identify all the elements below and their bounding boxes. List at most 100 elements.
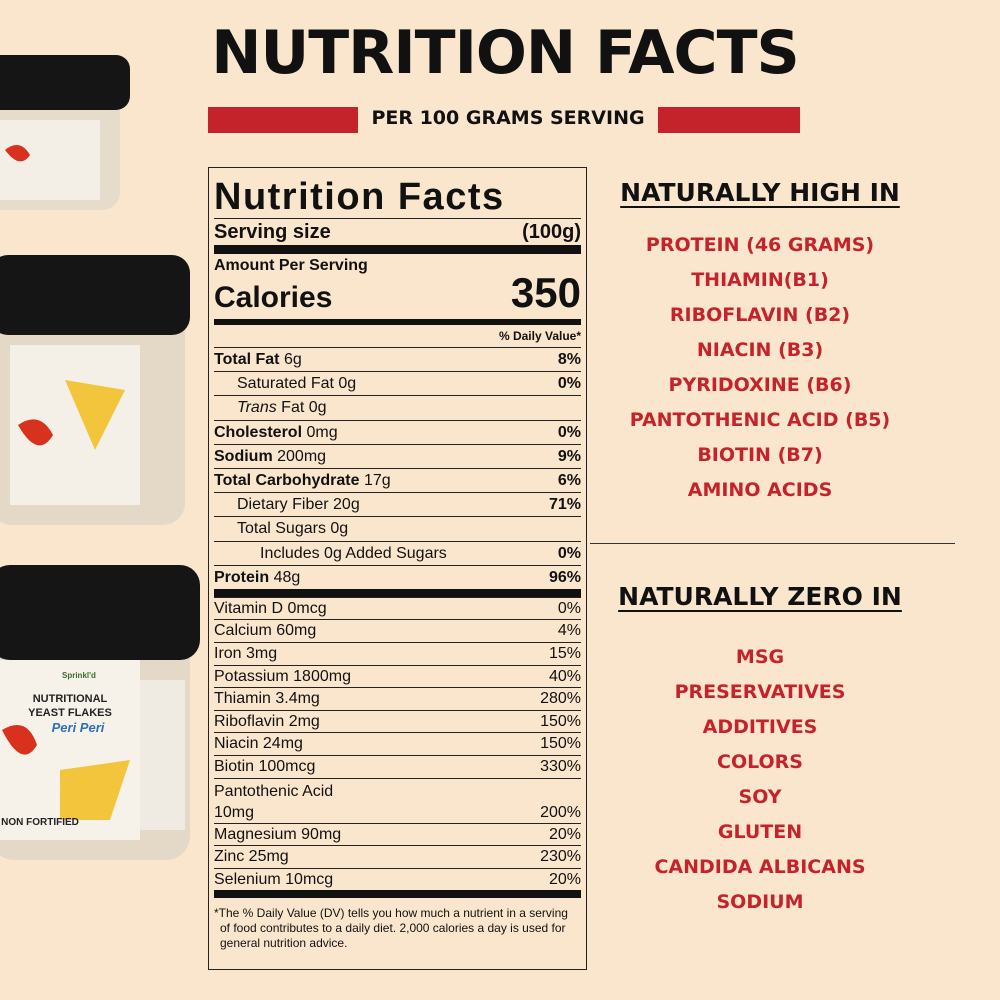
vitamin-left: Iron 3mg: [214, 643, 277, 665]
nutrient-amount: 0g: [330, 520, 349, 538]
vitamin-left: Magnesium 90mg: [214, 824, 341, 846]
nutrient-amount: 0mg: [306, 423, 338, 441]
divider: [590, 543, 955, 544]
vitamin-row: Niacin 24mg 150%: [214, 732, 581, 755]
jar-1: [0, 55, 130, 210]
nutrient-row: Protein 48g 96%: [214, 564, 581, 589]
zero-item: PRESERVATIVES: [674, 681, 846, 703]
high-item: NIACIN (B3): [696, 339, 824, 361]
nutrient-row: Total Carbohydrate 17g 6%: [214, 467, 581, 492]
vitamin-row: Calcium 60mg 4%: [214, 619, 581, 642]
vitamin-name: Thiamin 3.4mg: [214, 690, 320, 708]
vitamin-row: Biotin 100mcg 330%: [214, 755, 581, 778]
vitamin-name: Vitamin D 0mcg: [214, 599, 327, 617]
nutrient-name: Saturated Fat: [237, 375, 334, 393]
vitamin-dv: 4%: [557, 622, 581, 640]
nutrient-row: Includes 0g Added Sugars 0%: [214, 540, 581, 565]
zero-item: MSG: [735, 646, 785, 668]
vitamin-dv: 150%: [540, 735, 581, 753]
high-item: RIBOFLAVIN (B2): [669, 304, 851, 326]
thick-rule: [214, 890, 581, 899]
vitamin-dv: 150%: [540, 712, 581, 730]
nutrient-name: Total Fat: [214, 351, 280, 368]
vitamin-dv: 230%: [540, 848, 581, 866]
jar-line: NUTRITIONAL: [33, 693, 108, 705]
vitamin-left: Calcium 60mg: [214, 620, 316, 642]
vitamin-name: Calcium 60mg: [214, 622, 317, 640]
nutrient-italic: Trans: [237, 399, 277, 417]
nutrient-left: Cholesterol 0mg: [214, 421, 338, 444]
vitamin-name: Potassium 1800mg: [214, 667, 351, 685]
jar-flavor: Peri Peri: [52, 720, 105, 735]
serving-label: Serving size: [214, 221, 331, 243]
nutrient-row: Total Sugars 0g: [214, 516, 581, 540]
page-title: NUTRITION FACTS: [211, 18, 799, 88]
vitamin-left: Vitamin D 0mcg: [214, 598, 327, 620]
vitamin-row: Potassium 1800mg 40%: [214, 664, 581, 688]
serving-row: Serving size (100g): [214, 218, 581, 254]
nutrient-row: Sodium 200mg 9%: [214, 443, 581, 468]
nutrient-dv: 6%: [557, 471, 581, 489]
jar-3: Sprinkl'd NUTRITIONAL YEAST FLAKES Peri …: [0, 565, 200, 860]
red-bar: [208, 107, 358, 133]
vitamin-left: Selenium 10mcg: [214, 869, 333, 891]
nutrient-rows: Total Fat 6g 8% Saturated Fat 0g 0% Trans Fa…: [214, 347, 581, 589]
calories-row: Calories 350: [214, 269, 581, 325]
jar-line: YEAST FLAKES: [28, 707, 112, 719]
nutrient-left: Total Sugars 0g: [237, 517, 348, 540]
vitamin-left: Riboflavin 2mg: [214, 711, 320, 733]
vitamin-name: Selenium 10mcg: [214, 870, 334, 888]
high-heading: NATURALLY HIGH IN: [620, 178, 900, 207]
vitamin-row: Riboflavin 2mg 150%: [214, 709, 581, 733]
vitamin-row: Magnesium 90mg 20%: [214, 822, 581, 846]
vitamin-dv: 40%: [548, 667, 581, 685]
nutrient-amount: 200mg: [277, 447, 327, 465]
vitamin-dv: 0%: [557, 599, 581, 617]
nutrient-dv: 9%: [557, 447, 581, 465]
high-item: BIOTIN (B7): [697, 444, 823, 466]
vitamin-name: Pantothenic Acid: [214, 782, 334, 800]
calories-value: 350: [510, 269, 581, 316]
vitamin-dv: 20%: [548, 825, 581, 843]
zero-item: GLUTEN: [717, 821, 803, 843]
high-item: AMINO ACIDS: [687, 479, 833, 501]
vitamin-left: Niacin 24mg: [214, 733, 303, 755]
vitamin-row: Pantothenic Acid 10mg 200%: [214, 777, 581, 823]
nutrient-name: Sodium: [214, 447, 273, 465]
nutrient-name: Fat: [281, 399, 305, 417]
vitamin-name: 10mg: [214, 803, 255, 821]
nutrient-dv: 0%: [557, 423, 581, 441]
high-item: PROTEIN (46 GRAMS): [645, 234, 875, 256]
nutrient-row: Saturated Fat 0g 0%: [214, 371, 581, 395]
vitamin-name: Zinc 25mg: [214, 848, 289, 866]
vitamin-rows: Vitamin D 0mcg 0% Calcium 60mg 4% Iron 3mg 15…: [214, 596, 581, 891]
vitamin-dv: 330%: [540, 758, 581, 776]
thick-rule: [214, 588, 581, 597]
nutrient-left: Dietary Fiber 20g: [237, 493, 360, 516]
nutrient-dv: 96%: [548, 568, 581, 586]
vitamin-left: Thiamin 3.4mg: [214, 688, 320, 710]
high-item: PANTOTHENIC ACID (B5): [629, 409, 891, 431]
vitamin-dv: 280%: [540, 690, 581, 708]
nutrient-left: Total Fat 6g: [214, 348, 302, 371]
nutrition-label: Nutrition Facts Serving size (100g) Amou…: [208, 167, 587, 970]
vitamin-name: Riboflavin 2mg: [214, 712, 320, 730]
high-item: THIAMIN(B1): [691, 269, 829, 291]
nutrient-amount: 0g: [338, 375, 357, 393]
vitamin-name: Iron 3mg: [214, 645, 278, 663]
zero-item: SOY: [738, 786, 782, 808]
vitamin-name: Niacin 24mg: [214, 735, 303, 753]
zero-heading: NATURALLY ZERO IN: [618, 582, 902, 611]
vitamin-row: Vitamin D 0mcg 0%: [214, 596, 581, 620]
footnote: *The % Daily Value (DV) tells you how mu…: [214, 906, 568, 951]
nutrient-amount: 17g: [363, 471, 391, 489]
nutrient-left: Total Carbohydrate 17g: [214, 469, 391, 492]
zero-item: SODIUM: [716, 891, 804, 913]
vitamin-left: Potassium 1800mg: [214, 666, 351, 688]
nutrient-name: Cholesterol: [214, 423, 303, 441]
nutrient-dv: 0%: [557, 544, 581, 562]
jar-2: [0, 255, 190, 525]
nutrient-dv: 8%: [557, 351, 581, 368]
nutrient-name: Dietary Fiber: [237, 496, 329, 514]
